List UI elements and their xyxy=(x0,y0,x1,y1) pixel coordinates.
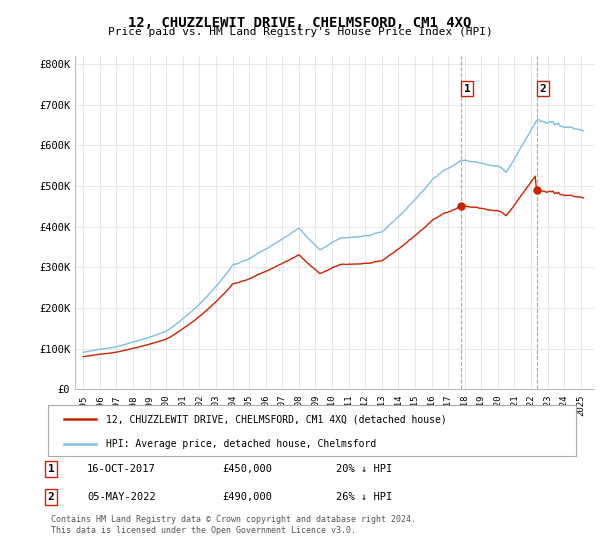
Text: £450,000: £450,000 xyxy=(222,464,272,474)
Text: 1: 1 xyxy=(464,83,470,94)
Text: 12, CHUZZLEWIT DRIVE, CHELMSFORD, CM1 4XQ (detached house): 12, CHUZZLEWIT DRIVE, CHELMSFORD, CM1 4X… xyxy=(106,414,447,424)
Text: £490,000: £490,000 xyxy=(222,492,272,502)
Text: 20% ↓ HPI: 20% ↓ HPI xyxy=(336,464,392,474)
Text: Price paid vs. HM Land Registry's House Price Index (HPI): Price paid vs. HM Land Registry's House … xyxy=(107,27,493,37)
Text: 1: 1 xyxy=(47,464,55,474)
Text: 16-OCT-2017: 16-OCT-2017 xyxy=(87,464,156,474)
Text: This data is licensed under the Open Government Licence v3.0.: This data is licensed under the Open Gov… xyxy=(51,526,356,535)
Text: Contains HM Land Registry data © Crown copyright and database right 2024.: Contains HM Land Registry data © Crown c… xyxy=(51,515,416,524)
Text: 26% ↓ HPI: 26% ↓ HPI xyxy=(336,492,392,502)
Text: 2: 2 xyxy=(539,83,546,94)
Text: HPI: Average price, detached house, Chelmsford: HPI: Average price, detached house, Chel… xyxy=(106,438,376,449)
Text: 12, CHUZZLEWIT DRIVE, CHELMSFORD, CM1 4XQ: 12, CHUZZLEWIT DRIVE, CHELMSFORD, CM1 4X… xyxy=(128,16,472,30)
Text: 2: 2 xyxy=(47,492,55,502)
Text: 05-MAY-2022: 05-MAY-2022 xyxy=(87,492,156,502)
